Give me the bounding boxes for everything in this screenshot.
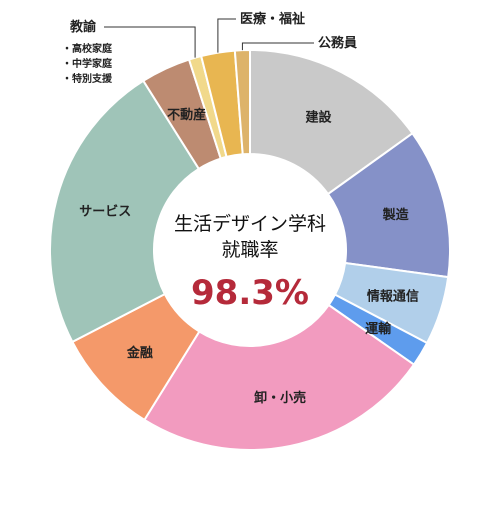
slice-wholesale-retail [143, 303, 416, 451]
teacher-sub-item: ・特別支援 [62, 72, 113, 85]
slice-label-finance: 金融 [126, 345, 153, 361]
teacher-sub-item: ・高校家庭 [62, 42, 113, 55]
slices-layer [49, 48, 451, 451]
slice-civil-servant [233, 48, 251, 156]
slice-construction [249, 48, 414, 196]
slice-label-services: サービス [79, 204, 131, 220]
slice-label-manufacturing: 製造 [382, 207, 410, 223]
employment-rate: 98.3% [191, 273, 309, 313]
slice-label-real-estate: 不動産 [167, 107, 206, 123]
label-civil-servant: 公務員 [318, 35, 357, 51]
leader-line-medical-welfare [217, 18, 236, 53]
slice-label-transport: 運輸 [365, 321, 392, 337]
slice-label-wholesale-retail: 卸・小売 [254, 390, 306, 406]
slice-label-info-comm: 情報通信 [367, 289, 419, 305]
slice-services [49, 79, 201, 344]
slice-label-construction: 建設 [305, 110, 332, 126]
label-teacher: 教諭 [69, 19, 97, 35]
leader-line-teacher [104, 26, 196, 58]
teacher-sub-item: ・中学家庭 [62, 57, 113, 70]
center-title-line2: 就職率 [221, 239, 278, 261]
leader-line-civil-servant [241, 42, 314, 51]
leader-lines [104, 18, 314, 58]
center-title-line1: 生活デザイン学科 [174, 213, 326, 235]
label-medical-welfare: 医療・福祉 [240, 11, 305, 27]
